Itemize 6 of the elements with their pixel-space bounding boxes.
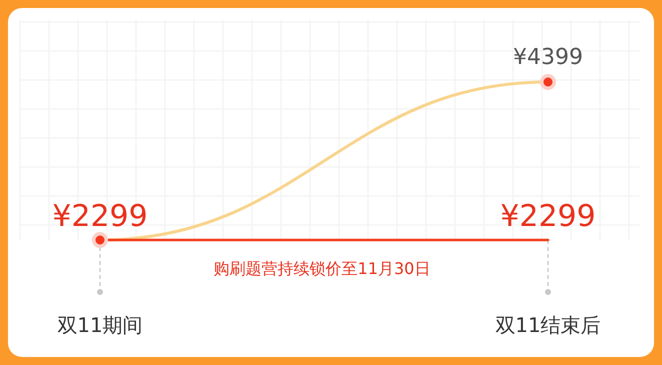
data-label: ¥4399 <box>513 45 583 70</box>
data-label: ¥2299 <box>52 199 148 234</box>
text: 购刷题营持续锁价至11月30日 <box>214 259 430 278</box>
x-tick-label: 双11结束后 <box>495 313 601 337</box>
data-label: ¥2299 <box>500 199 596 234</box>
x-tick-label: 双11期间 <box>57 313 143 337</box>
